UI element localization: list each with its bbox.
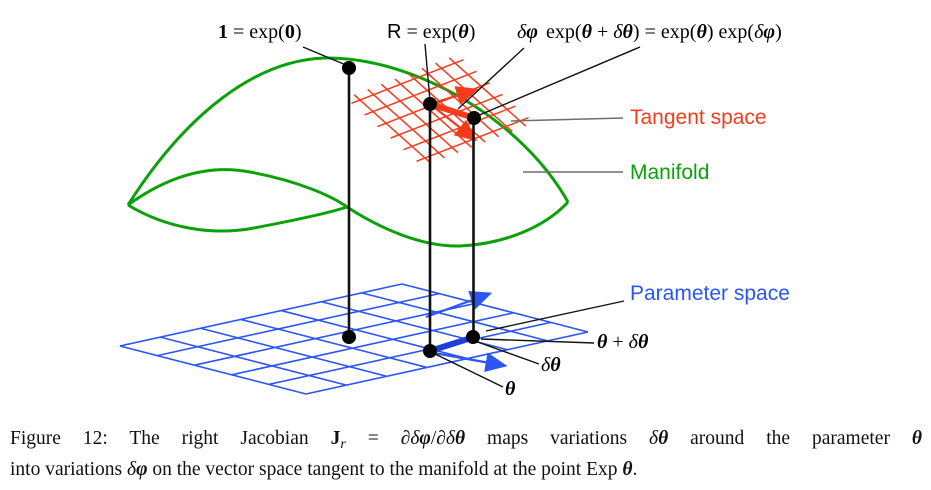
delta-theta-leader xyxy=(471,339,540,365)
tangent-space-label: Tangent space xyxy=(630,106,767,129)
theta-plus-delta-leader xyxy=(480,338,595,344)
tangent-axis-arrow-2 xyxy=(429,103,478,142)
caption-line-2: into variations δφ on the vector space t… xyxy=(10,458,638,480)
manifold-and-parameter-points xyxy=(342,61,481,358)
tangent-axis-arrow-1 xyxy=(429,86,479,106)
composition-point xyxy=(467,111,481,125)
grid-line xyxy=(160,336,347,386)
parameter-space-leader xyxy=(485,300,625,332)
grid-line xyxy=(305,331,589,395)
identity-label: 1 = exp(0) xyxy=(218,21,302,43)
tangent-space-leader xyxy=(510,117,624,122)
r-point-label: R = exp(θ) xyxy=(387,21,476,43)
parameter-axis-arrow-2 xyxy=(433,351,508,373)
delta-theta-label: δθ xyxy=(541,354,561,376)
grid-line xyxy=(353,94,432,164)
delta-theta-vector xyxy=(429,335,472,354)
origin-point xyxy=(342,330,356,344)
grid-line xyxy=(448,57,527,127)
grid-line xyxy=(200,327,387,378)
grid-line xyxy=(401,283,589,333)
composition-leader xyxy=(476,46,641,117)
theta-label: θ xyxy=(505,378,516,400)
leader-lines xyxy=(302,43,641,388)
grid-line xyxy=(157,292,440,357)
theta-leader xyxy=(432,352,504,388)
grid-line xyxy=(268,321,551,386)
tangent-basis-arrows xyxy=(429,86,479,142)
grid-line xyxy=(351,58,464,105)
grid-line xyxy=(364,70,477,116)
grid-line xyxy=(231,312,514,376)
r-point-leader xyxy=(424,43,431,102)
r-point xyxy=(423,97,437,111)
theta-plus-delta-label: θ + δθ xyxy=(597,331,649,353)
grid-line xyxy=(361,292,548,342)
manifold-label: Manifold xyxy=(630,161,710,184)
composition-label: exp(θ + δθ) = exp(θ) exp(δφ) xyxy=(546,21,782,43)
grid-line xyxy=(367,88,445,159)
delta-phi-vector xyxy=(429,101,472,120)
identity-point xyxy=(342,61,356,75)
theta-plus-delta-point xyxy=(466,330,480,344)
projection-lines xyxy=(347,68,475,351)
parameter-space-label: Parameter space xyxy=(630,282,790,305)
delta-phi-leader xyxy=(457,47,525,110)
manifold-curve xyxy=(126,56,570,248)
grid-line xyxy=(119,345,307,395)
parameter-axis-arrow-1 xyxy=(425,291,493,319)
grid-line xyxy=(240,318,428,369)
parameter-basis-arrows xyxy=(425,291,508,373)
delta-phi-label: δφ xyxy=(517,21,538,43)
theta-point xyxy=(423,344,437,358)
figure-caption: Figure 12: The right Jacobian Jr = ∂δφ/∂… xyxy=(10,426,922,483)
identity-leader xyxy=(302,46,347,66)
grid-line xyxy=(280,309,468,360)
caption-line-1: Figure 12: The right Jacobian Jr = ∂δφ/∂… xyxy=(10,428,923,452)
grid-line xyxy=(380,83,459,154)
grid-line xyxy=(119,283,403,347)
lie-group-diagram xyxy=(119,43,641,395)
